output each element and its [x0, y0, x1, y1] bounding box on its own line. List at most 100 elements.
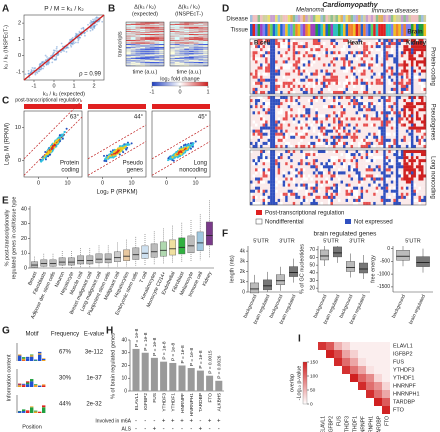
heat-cell: [257, 150, 261, 154]
heat-cell: [130, 53, 136, 55]
heat-cell: [170, 43, 175, 45]
heat-cell: [275, 69, 278, 73]
heat-cell: [285, 171, 288, 175]
heat-cell: [335, 81, 339, 85]
heat-cell: [198, 36, 204, 38]
heat-cell: [390, 57, 394, 61]
heat-cell: [184, 31, 190, 33]
scatter-dot: [124, 145, 127, 148]
tick-label: 1: [72, 83, 75, 89]
tick-label: -1: [150, 89, 155, 95]
heat-cell: [355, 45, 359, 49]
heat-cell: [272, 129, 276, 133]
heat-cell: [292, 171, 296, 175]
heat-cell: [373, 87, 376, 92]
heat-cell: [410, 81, 414, 85]
scatter-dot: [179, 148, 182, 151]
heat-cell: [290, 42, 293, 46]
heat-cell: [126, 45, 131, 47]
disease-cell: [280, 15, 283, 22]
heat-cell: [179, 27, 185, 29]
disease-cell: [332, 15, 336, 22]
heat-cell: [400, 69, 404, 73]
tissue-cell: [315, 24, 318, 36]
heat-cell: [363, 54, 366, 58]
heat-cell: [257, 108, 261, 112]
heat-cell: [159, 45, 165, 47]
heat-cell: [140, 57, 146, 59]
heat-cell: [295, 171, 298, 175]
heat-cell: [418, 78, 422, 82]
panel-letter: D: [222, 4, 229, 15]
heat-cell: [405, 141, 409, 146]
heat-cell: [400, 84, 404, 88]
heat-cell: [174, 29, 180, 31]
heat-cell: [203, 39, 209, 41]
heat-cell: [277, 141, 281, 146]
heat-cell: [343, 60, 346, 64]
heat-cell: [395, 123, 399, 127]
heat-cell: [395, 159, 399, 163]
heat-cell: [305, 78, 308, 82]
disease-cell: [345, 15, 349, 22]
heat-cell: [415, 135, 419, 139]
heat-cell: [375, 48, 379, 52]
tissue-cell: [403, 24, 406, 36]
heat-cell: [403, 114, 406, 118]
heat-cell: [325, 174, 329, 178]
heat-cell: [149, 64, 155, 66]
heat-cell: [353, 90, 356, 95]
scatter-dot: [43, 155, 46, 158]
heat-cell: [285, 78, 288, 82]
heat-cell: [403, 78, 406, 82]
heat-cell: [408, 132, 412, 136]
heat-cell: [395, 69, 399, 73]
heat-cell: [280, 111, 283, 115]
heat-cell: [297, 144, 301, 149]
heat-cell: [378, 99, 381, 103]
group-frame: [249, 95, 427, 149]
heat-cell: [315, 156, 318, 160]
heat-cell: [398, 171, 401, 175]
heat-cell: [179, 61, 185, 63]
heat-cell: [378, 87, 381, 92]
heat-cell: [184, 53, 190, 55]
heat-cell: [317, 135, 321, 139]
heat-cell: [408, 153, 412, 157]
panel-letter: H: [106, 326, 113, 337]
heat-cell: [350, 168, 354, 172]
heat-cell: [383, 117, 386, 121]
heat-cell: [297, 171, 301, 175]
heat-cell: [255, 84, 258, 88]
heat-cell: [370, 168, 374, 172]
heat-cell: [332, 129, 336, 133]
heat-cell: [267, 114, 271, 118]
heat-cell: [135, 55, 141, 57]
heat-cell: [203, 40, 209, 42]
heat-cell: [418, 66, 422, 70]
heat-cell: [305, 168, 308, 172]
heat-cell: [287, 120, 291, 124]
heat-cell: [415, 84, 419, 88]
heat-cell: [350, 135, 354, 139]
heat-cell: [159, 35, 165, 37]
heat-cell: [398, 87, 401, 92]
heat-cell: [275, 96, 278, 100]
dashed-guide: [87, 124, 147, 160]
heat-cell: [343, 162, 346, 166]
heat-cell: [405, 42, 409, 46]
diagonal: [23, 14, 105, 81]
heat-cell: [149, 35, 155, 37]
heat-cell: [400, 132, 404, 136]
heat-cell: [282, 162, 286, 166]
heat-cell: [198, 55, 204, 57]
heat-cell: [320, 48, 324, 52]
heat-cell: [317, 105, 321, 109]
heat-cell: [393, 78, 396, 82]
heat-cell: [423, 126, 427, 130]
heat-cell: [343, 144, 346, 149]
heat-cell: [193, 28, 199, 30]
heat-cell: [255, 132, 258, 136]
heat-cell: [300, 174, 303, 178]
